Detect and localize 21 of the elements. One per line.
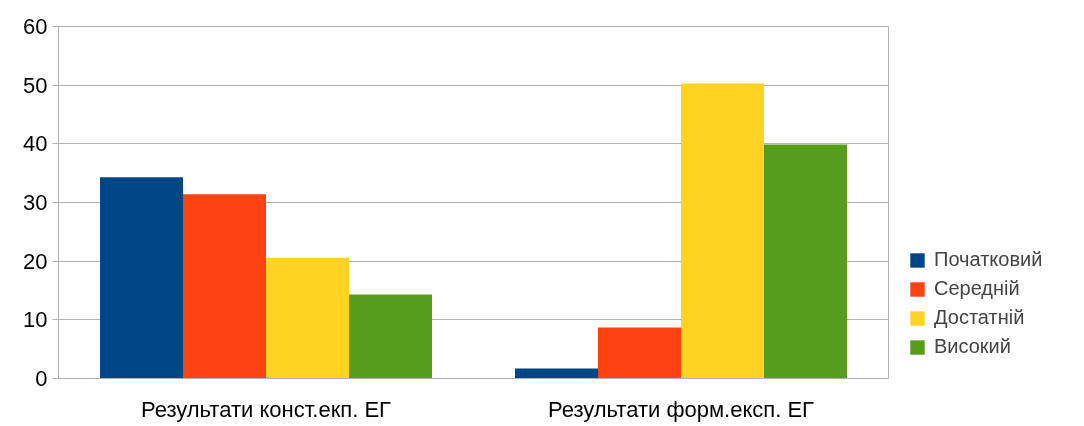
- x-tick-label: Результати форм.експ. ЕГ: [547, 396, 815, 422]
- y-tick-label: 60: [23, 14, 48, 39]
- y-tick-label: 40: [23, 131, 48, 157]
- bar: [183, 194, 266, 379]
- bar: [764, 144, 847, 379]
- y-tick-label: 50: [23, 72, 48, 98]
- legend-label: Достатній: [934, 306, 1025, 329]
- y-tick-label: 30: [23, 190, 48, 215]
- y-tick-label: 0: [35, 366, 48, 391]
- bar: [266, 257, 349, 379]
- y-tick-label: 10: [23, 307, 48, 333]
- legend-label: Початковий: [934, 248, 1043, 271]
- legend-label: Високий: [934, 335, 1011, 358]
- x-tick-label: Результати конст.екп. ЕГ: [140, 396, 392, 422]
- bar: [598, 327, 681, 379]
- y-tick-label: 20: [23, 248, 48, 274]
- legend-label: Середній: [934, 277, 1020, 300]
- bar: [681, 83, 764, 379]
- bar: [515, 368, 598, 379]
- bar: [349, 294, 432, 379]
- bar: [100, 177, 183, 379]
